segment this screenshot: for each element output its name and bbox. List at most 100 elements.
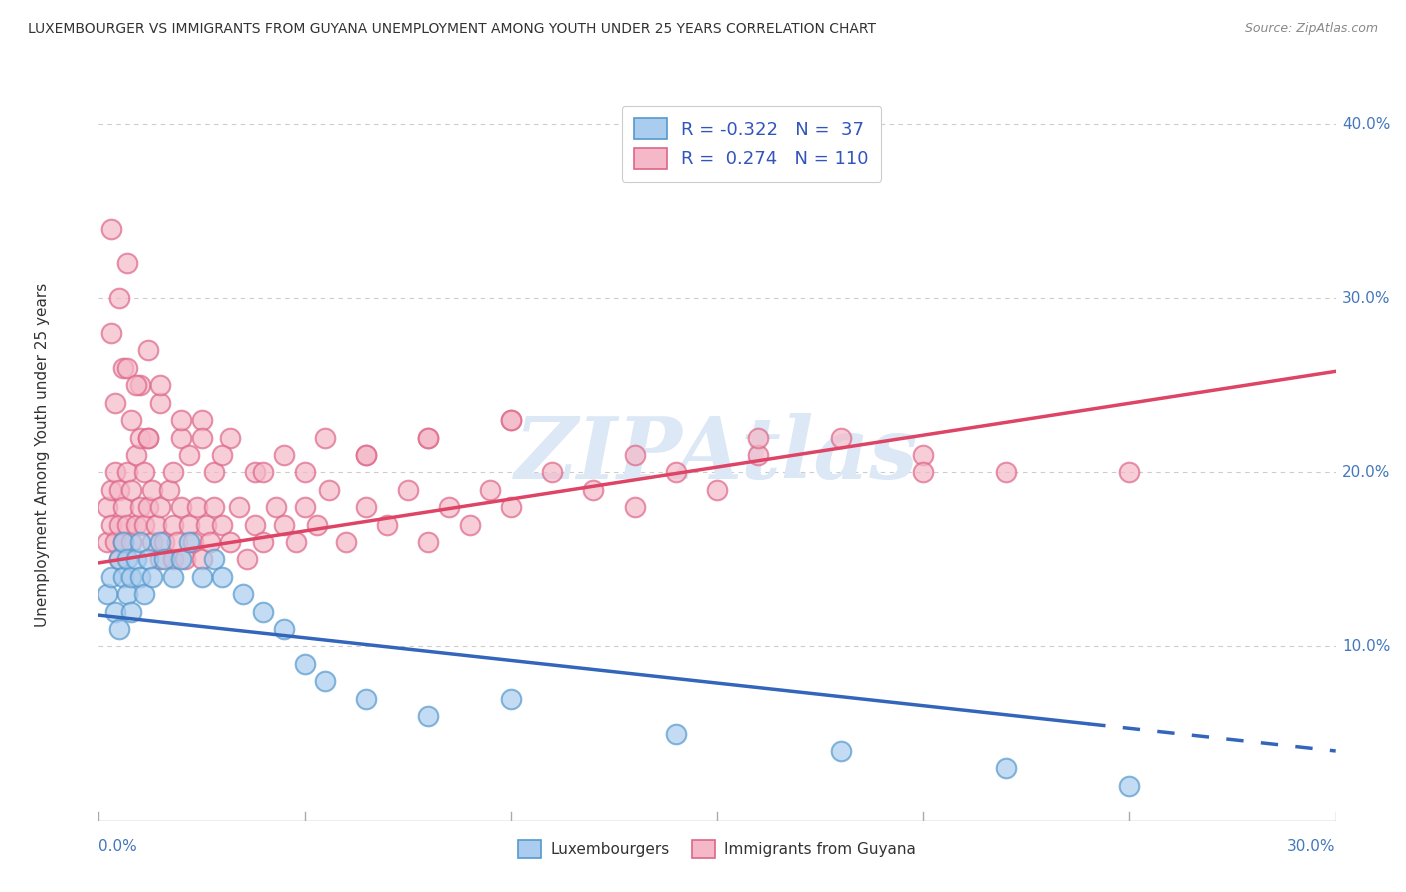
Text: Unemployment Among Youth under 25 years: Unemployment Among Youth under 25 years — [35, 283, 51, 627]
Point — [665, 726, 688, 740]
Point — [141, 483, 163, 497]
Legend: Luxembourgers, Immigrants from Guyana: Luxembourgers, Immigrants from Guyana — [512, 834, 922, 864]
Point — [356, 500, 378, 515]
Point — [128, 570, 150, 584]
Point — [830, 430, 852, 444]
Point — [128, 430, 150, 444]
Point — [623, 500, 645, 515]
Point — [132, 517, 155, 532]
Point — [236, 552, 259, 566]
Point — [912, 466, 935, 480]
Point — [418, 430, 440, 444]
Point — [273, 517, 295, 532]
Text: 40.0%: 40.0% — [1341, 117, 1391, 131]
Point — [243, 466, 266, 480]
Point — [437, 500, 460, 515]
Point — [285, 535, 308, 549]
Point — [623, 448, 645, 462]
Point — [124, 448, 146, 462]
Point — [100, 570, 122, 584]
Point — [136, 343, 159, 358]
Point — [228, 500, 250, 515]
Point — [162, 466, 184, 480]
Point — [128, 378, 150, 392]
Point — [112, 360, 135, 375]
Point — [170, 500, 193, 515]
Point — [181, 535, 204, 549]
Point — [186, 500, 208, 515]
Point — [120, 570, 142, 584]
Text: 10.0%: 10.0% — [1341, 639, 1391, 654]
Point — [96, 587, 118, 601]
Point — [104, 395, 127, 409]
Point — [294, 657, 316, 671]
Point — [232, 587, 254, 601]
Point — [314, 430, 336, 444]
Point — [136, 430, 159, 444]
Point — [149, 552, 172, 566]
Point — [120, 483, 142, 497]
Point — [202, 500, 225, 515]
Point — [141, 570, 163, 584]
Point — [418, 535, 440, 549]
Text: 30.0%: 30.0% — [1341, 291, 1391, 306]
Point — [100, 326, 122, 340]
Point — [174, 552, 197, 566]
Point — [149, 395, 172, 409]
Point — [108, 291, 131, 305]
Point — [149, 535, 172, 549]
Point — [108, 552, 131, 566]
Point — [117, 587, 139, 601]
Point — [120, 535, 142, 549]
Point — [994, 761, 1017, 775]
Point — [96, 500, 118, 515]
Point — [136, 430, 159, 444]
Point — [162, 552, 184, 566]
Point — [252, 466, 274, 480]
Point — [117, 360, 139, 375]
Point — [104, 466, 127, 480]
Point — [117, 517, 139, 532]
Point — [190, 413, 212, 427]
Point — [294, 500, 316, 515]
Point — [665, 466, 688, 480]
Text: ZIPAtlas: ZIPAtlas — [515, 413, 920, 497]
Point — [356, 691, 378, 706]
Point — [211, 570, 233, 584]
Point — [479, 483, 502, 497]
Point — [912, 448, 935, 462]
Point — [1118, 779, 1140, 793]
Point — [219, 430, 242, 444]
Point — [157, 483, 180, 497]
Point — [162, 517, 184, 532]
Point — [335, 535, 357, 549]
Point — [499, 413, 522, 427]
Point — [294, 466, 316, 480]
Point — [100, 483, 122, 497]
Point — [747, 448, 769, 462]
Point — [305, 517, 328, 532]
Point — [179, 535, 201, 549]
Point — [96, 535, 118, 549]
Point — [499, 691, 522, 706]
Point — [153, 535, 176, 549]
Point — [706, 483, 728, 497]
Point — [108, 622, 131, 636]
Point — [136, 552, 159, 566]
Point — [418, 430, 440, 444]
Point — [112, 535, 135, 549]
Point — [396, 483, 419, 497]
Point — [194, 517, 217, 532]
Point — [190, 570, 212, 584]
Point — [124, 552, 146, 566]
Point — [124, 517, 146, 532]
Point — [243, 517, 266, 532]
Point — [108, 483, 131, 497]
Point — [124, 378, 146, 392]
Point — [117, 466, 139, 480]
Point — [1118, 466, 1140, 480]
Point — [190, 552, 212, 566]
Point — [179, 517, 201, 532]
Point — [747, 430, 769, 444]
Point — [132, 466, 155, 480]
